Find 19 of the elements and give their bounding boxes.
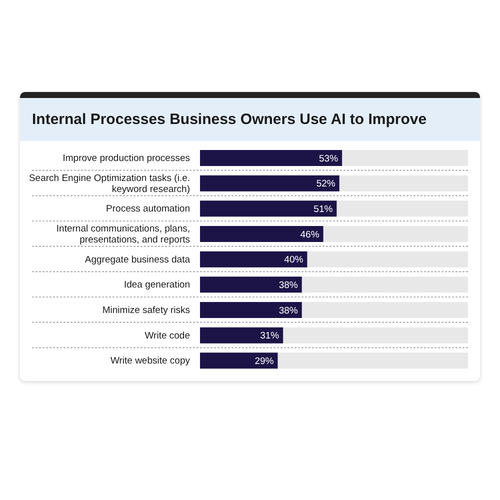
- data-label: 51%: [314, 204, 334, 215]
- data-label: 52%: [316, 178, 336, 190]
- data-label: 29%: [254, 356, 274, 367]
- data-label: 53%: [319, 153, 339, 164]
- y-tick-label: Write code: [144, 330, 190, 342]
- data-label: 40%: [284, 254, 304, 266]
- y-tick-label: Idea generation: [124, 280, 190, 291]
- y-tick-label: Aggregate business data: [84, 254, 191, 266]
- data-label: 38%: [278, 305, 298, 316]
- y-tick-label: Search Engine Optimization tasks (i.e. keyword research): [28, 172, 190, 195]
- data-label: 31%: [260, 330, 280, 342]
- data-label: 38%: [278, 280, 298, 291]
- y-tick-label: Write website copy: [110, 356, 190, 367]
- y-tick-label: Minimize safety risks: [102, 304, 190, 316]
- chart-title: Internal Processes Business Owners Use AI to Improve: [32, 111, 427, 128]
- data-label: 46%: [300, 229, 320, 240]
- y-tick-label: Internal communications, plans, presentations, and reports: [56, 223, 190, 246]
- y-tick-label: Process automation: [106, 204, 190, 215]
- y-tick-label: Improve production processes: [62, 152, 190, 164]
